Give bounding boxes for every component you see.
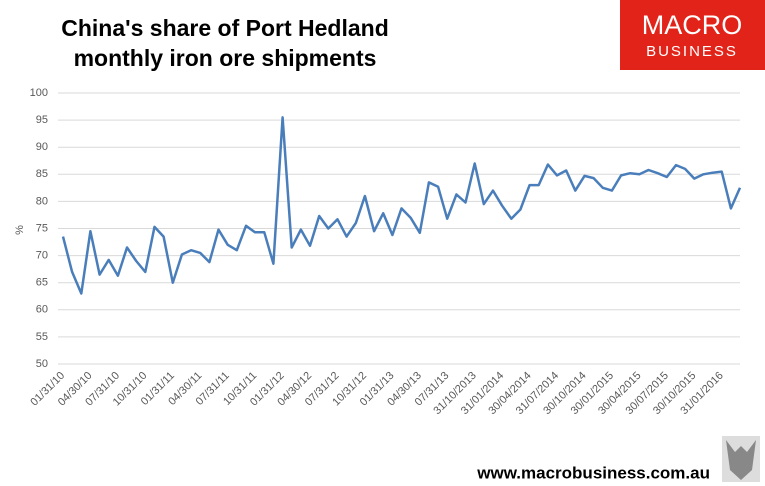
footer-url: www.macrobusiness.com.au <box>476 463 710 482</box>
wolf-icon <box>722 436 760 482</box>
y-tick-label: 55 <box>36 331 48 343</box>
y-tick-label: 90 <box>36 141 48 153</box>
logo-box <box>620 0 765 70</box>
y-tick-label: 75 <box>36 222 48 234</box>
y-tick-label: 50 <box>36 358 48 370</box>
logo-text: MACRO <box>642 10 743 40</box>
y-tick-label: 60 <box>36 304 48 316</box>
chart-title: China's share of Port Hedland <box>61 15 389 41</box>
logo-text: BUSINESS <box>646 43 738 60</box>
y-tick-label: 100 <box>30 87 48 99</box>
y-tick-label: 95 <box>36 114 48 126</box>
y-tick-label: 85 <box>36 168 48 180</box>
y-tick-label: 70 <box>36 250 48 262</box>
y-axis-label: % <box>14 225 26 235</box>
data-line <box>61 116 742 295</box>
y-tick-label: 80 <box>36 195 48 207</box>
y-tick-label: 65 <box>36 277 48 289</box>
chart-title: monthly iron ore shipments <box>74 45 377 71</box>
